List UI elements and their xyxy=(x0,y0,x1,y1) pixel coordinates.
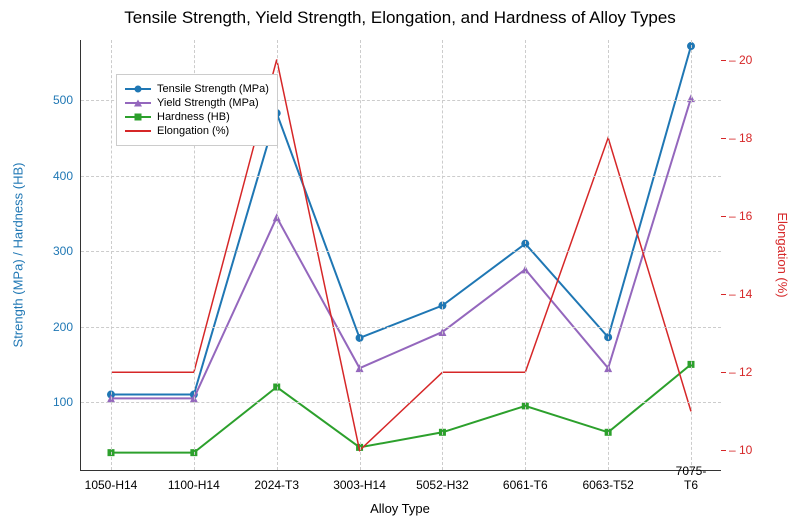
x-tick-label: 1100-H14 xyxy=(168,478,220,492)
x-tick-label: 6061-T6 xyxy=(503,478,548,492)
legend-label: Yield Strength (MPa) xyxy=(157,97,259,109)
y1-tick-label: 400 xyxy=(31,169,73,183)
legend-label: Hardness (HB) xyxy=(157,111,230,123)
chart-container: Tensile Strength, Yield Strength, Elonga… xyxy=(0,0,800,530)
y2-axis-title: Elongation (%) xyxy=(775,212,790,297)
x-tick-label: 3003-H14 xyxy=(333,478,386,492)
y1-axis-title: Strength (MPa) / Hardness (HB) xyxy=(11,163,26,348)
y2-tick-label: – 14 xyxy=(729,287,765,301)
legend-item: Hardness (HB) xyxy=(125,111,269,123)
y1-tick-label: 500 xyxy=(31,93,73,107)
legend-item: Elongation (%) xyxy=(125,125,269,137)
x-axis-title: Alloy Type xyxy=(370,501,430,516)
y2-tick-label: – 20 xyxy=(729,53,765,67)
x-tick-label: 6063-T52 xyxy=(582,478,633,492)
legend-label: Tensile Strength (MPa) xyxy=(157,83,269,95)
x-tick-label: 2024-T3 xyxy=(254,478,299,492)
y2-tick-label: – 18 xyxy=(729,131,765,145)
y2-tick-label: – 16 xyxy=(729,209,765,223)
y1-tick-label: 300 xyxy=(31,244,73,258)
y1-tick-label: 100 xyxy=(31,395,73,409)
x-tick-label: 7075-T6 xyxy=(676,464,707,492)
y1-tick-label: 200 xyxy=(31,320,73,334)
y2-tick-label: – 12 xyxy=(729,365,765,379)
legend-item: Yield Strength (MPa) xyxy=(125,97,269,109)
legend-item: Tensile Strength (MPa) xyxy=(125,83,269,95)
legend-label: Elongation (%) xyxy=(157,125,229,137)
chart-title: Tensile Strength, Yield Strength, Elonga… xyxy=(0,8,800,28)
x-tick-label: 5052-H32 xyxy=(416,478,469,492)
y2-tick-label: – 10 xyxy=(729,443,765,457)
x-tick-label: 1050-H14 xyxy=(85,478,138,492)
legend: Tensile Strength (MPa) Yield Strength (MP… xyxy=(116,74,278,146)
